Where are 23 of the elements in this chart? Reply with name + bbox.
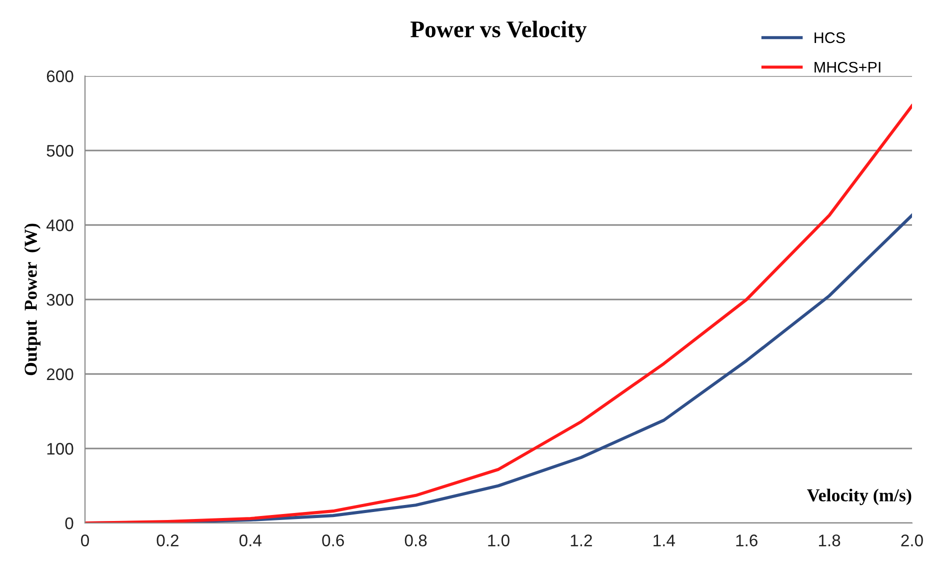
x-tick-label: 1.8 (818, 534, 840, 546)
legend-label: HCS (814, 32, 845, 44)
x-tick-label: 1.6 (736, 534, 758, 546)
x-tick-label: 0 (81, 534, 89, 546)
y-axis-title: Output Power (W) (24, 224, 41, 376)
x-axis-title: Velocity (m/s) (807, 488, 912, 506)
y-tick-label: 300 (46, 294, 74, 306)
y-tick-label: 500 (46, 144, 74, 157)
x-tick-label: 2.0 (901, 534, 923, 546)
x-tick-label: 0.4 (239, 534, 262, 546)
x-tick-label: 1.4 (654, 534, 675, 546)
chart-title: Power vs Velocity (410, 20, 587, 42)
y-tick-label: 0 (65, 517, 74, 530)
x-tick-label: 1.2 (570, 534, 592, 546)
y-tick-label: 200 (46, 368, 74, 380)
x-tick-label: 1.0 (488, 534, 510, 546)
x-tick-label: 0.8 (404, 534, 427, 546)
x-tick-label: 0.6 (322, 534, 344, 546)
legend-label: MHCS+PI (814, 62, 880, 73)
y-tick-label: 100 (47, 442, 74, 455)
x-tick-label: 0.2 (156, 534, 178, 546)
y-tick-label: 400 (46, 219, 74, 232)
y-tick-label: 600 (46, 70, 74, 82)
